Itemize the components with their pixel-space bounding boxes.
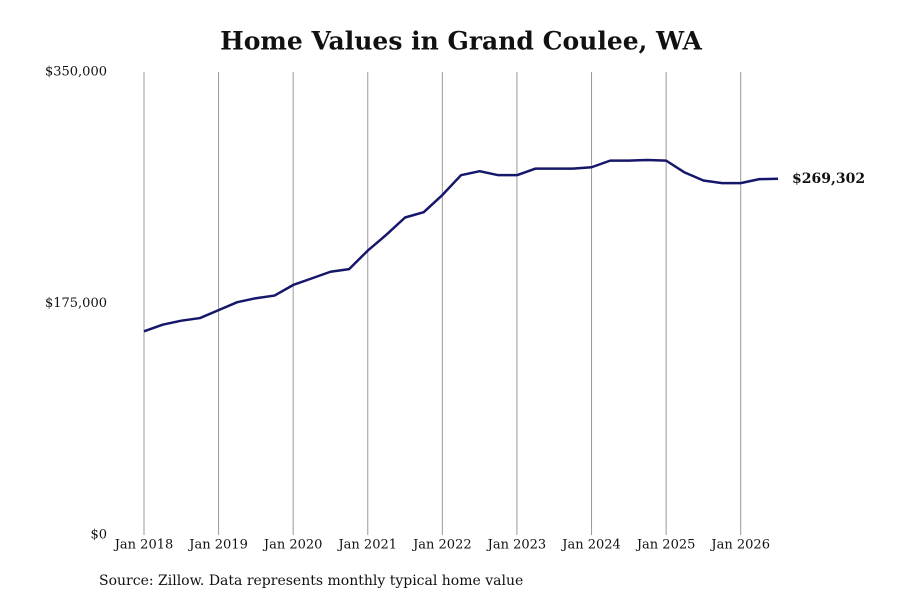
x-tick-label: Jan 2018: [113, 538, 174, 553]
chart-title: Home Values in Grand Coulee, WA: [220, 27, 702, 56]
x-tick-label: Jan 2022: [411, 538, 472, 553]
x-tick-label: Jan 2024: [560, 538, 621, 553]
x-tick-label: Jan 2019: [187, 538, 248, 553]
x-tick-label: Jan 2026: [709, 538, 770, 553]
x-tick-label: Jan 2020: [262, 538, 323, 553]
y-tick-label: $350,000: [45, 65, 107, 80]
source-note: Source: Zillow. Data represents monthly …: [99, 573, 523, 589]
y-tick-label: $175,000: [45, 296, 107, 311]
x-tick-label: Jan 2025: [635, 538, 696, 553]
value-label: $269,302: [792, 171, 865, 187]
x-tick-label: Jan 2021: [336, 538, 397, 553]
x-tick-label: Jan 2023: [486, 538, 547, 553]
line: [143, 158, 779, 333]
y-tick-label: $0: [90, 528, 107, 543]
